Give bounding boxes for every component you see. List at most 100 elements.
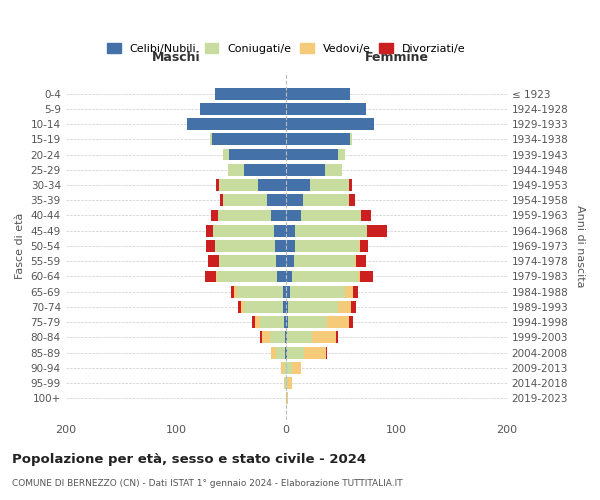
Bar [286,270,292,282]
Bar [292,362,301,374]
Bar [287,346,304,358]
Bar [286,134,350,145]
Text: Femmine: Femmine [364,51,428,64]
Text: COMUNE DI BERNEZZO (CN) - Dati ISTAT 1° gennaio 2024 - Elaborazione TUTTITALIA.I: COMUNE DI BERNEZZO (CN) - Dati ISTAT 1° … [12,479,403,488]
Bar [286,164,325,175]
Bar [295,225,367,236]
Bar [206,225,214,236]
Bar [355,256,356,267]
Bar [361,210,371,222]
Bar [269,332,285,344]
Bar [276,346,285,358]
Bar [217,270,277,282]
Bar [215,88,286,100]
Bar [360,240,368,252]
Bar [301,210,361,222]
Bar [359,240,360,252]
Bar [287,392,289,404]
Bar [286,301,289,313]
Bar [223,148,229,160]
Bar [349,179,352,191]
Legend: Celibi/Nubili, Coniugati/e, Vedovi/e, Divorziati/e: Celibi/Nubili, Coniugati/e, Vedovi/e, Di… [103,39,469,58]
Bar [286,225,295,236]
Bar [271,346,276,358]
Bar [351,301,356,313]
Bar [327,316,349,328]
Bar [219,256,276,267]
Bar [286,148,338,160]
Bar [286,286,290,298]
Bar [286,194,303,206]
Bar [215,240,275,252]
Bar [268,194,286,206]
Bar [229,148,286,160]
Bar [187,118,286,130]
Bar [285,346,286,358]
Bar [344,286,353,298]
Bar [286,346,287,358]
Bar [349,316,353,328]
Bar [338,301,351,313]
Bar [205,270,215,282]
Bar [326,346,327,358]
Bar [286,240,295,252]
Bar [262,332,269,344]
Bar [235,286,236,298]
Bar [284,362,286,374]
Text: Maschi: Maschi [152,51,200,64]
Bar [294,256,355,267]
Bar [208,256,219,267]
Bar [276,256,286,267]
Bar [353,286,358,298]
Bar [286,179,310,191]
Bar [215,179,219,191]
Bar [212,134,286,145]
Bar [283,286,286,298]
Bar [336,332,338,344]
Bar [277,270,286,282]
Bar [287,332,311,344]
Bar [281,362,284,374]
Bar [210,134,212,145]
Bar [220,194,223,206]
Bar [286,118,374,130]
Bar [244,301,283,313]
Bar [228,164,244,175]
Bar [338,148,344,160]
Bar [304,346,326,358]
Bar [274,225,286,236]
Bar [356,256,365,267]
Bar [367,225,386,236]
Bar [260,332,262,344]
Bar [284,316,286,328]
Bar [285,332,286,344]
Bar [286,88,350,100]
Bar [252,316,256,328]
Bar [211,210,218,222]
Text: Popolazione per età, sesso e stato civile - 2024: Popolazione per età, sesso e stato civil… [12,452,366,466]
Bar [238,301,241,313]
Bar [289,316,327,328]
Bar [295,240,359,252]
Bar [286,256,294,267]
Bar [286,210,301,222]
Bar [260,316,284,328]
Bar [286,392,287,404]
Bar [214,225,274,236]
Bar [218,210,271,222]
Bar [200,103,286,115]
Bar [286,316,289,328]
Y-axis label: Anni di nascita: Anni di nascita [575,204,585,287]
Bar [325,164,343,175]
Bar [286,362,292,374]
Bar [349,194,355,206]
Bar [289,301,338,313]
Bar [292,270,358,282]
Bar [286,332,287,344]
Bar [271,210,286,222]
Y-axis label: Fasce di età: Fasce di età [15,213,25,279]
Bar [256,316,260,328]
Bar [286,103,365,115]
Bar [311,332,336,344]
Bar [285,377,286,389]
